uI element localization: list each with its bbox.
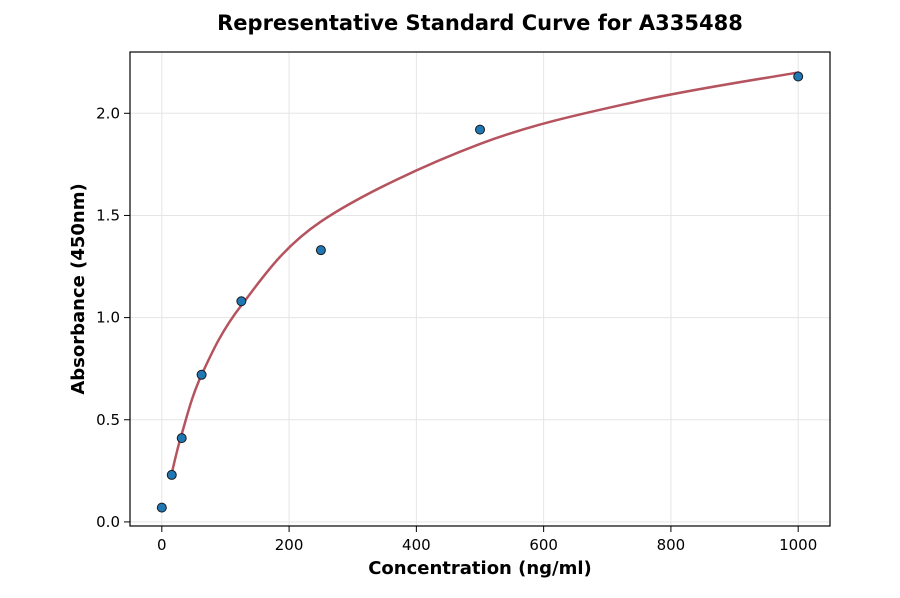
y-tick-label: 1.0 (96, 309, 120, 327)
x-tick-label: 400 (402, 536, 431, 554)
fitted-curve-layer (170, 71, 800, 477)
y-tick-label: 2.0 (96, 104, 120, 122)
y-tick-label: 1.5 (96, 206, 120, 224)
data-point (793, 71, 804, 82)
x-axis-label: Concentration (ng/ml) (368, 558, 592, 579)
plot-frame (129, 51, 831, 527)
y-axis-label: Absorbance (450nm) (68, 183, 89, 394)
fitted-curve-line (170, 71, 800, 477)
data-point (166, 469, 177, 480)
data-point (156, 502, 167, 513)
grid-layer (130, 52, 830, 526)
data-point (196, 369, 207, 380)
x-tick-label: 800 (657, 536, 686, 554)
x-tick-label: 1000 (779, 536, 817, 554)
data-points-layer (156, 71, 804, 513)
x-tick-label: 0 (157, 536, 167, 554)
data-point (315, 245, 326, 256)
tick-layer: 0 200 400 600 800 1000 0.0 0.5 1.0 1.5 2.0 (96, 104, 817, 554)
y-tick-label: 0.5 (96, 411, 120, 429)
data-point (176, 433, 187, 444)
x-tick-label: 200 (275, 536, 304, 554)
y-tick-label: 0.0 (96, 513, 120, 531)
data-point (236, 296, 247, 307)
chart-title: Representative Standard Curve for A33548… (217, 11, 743, 35)
x-tick-label: 600 (529, 536, 558, 554)
data-point (475, 124, 485, 135)
